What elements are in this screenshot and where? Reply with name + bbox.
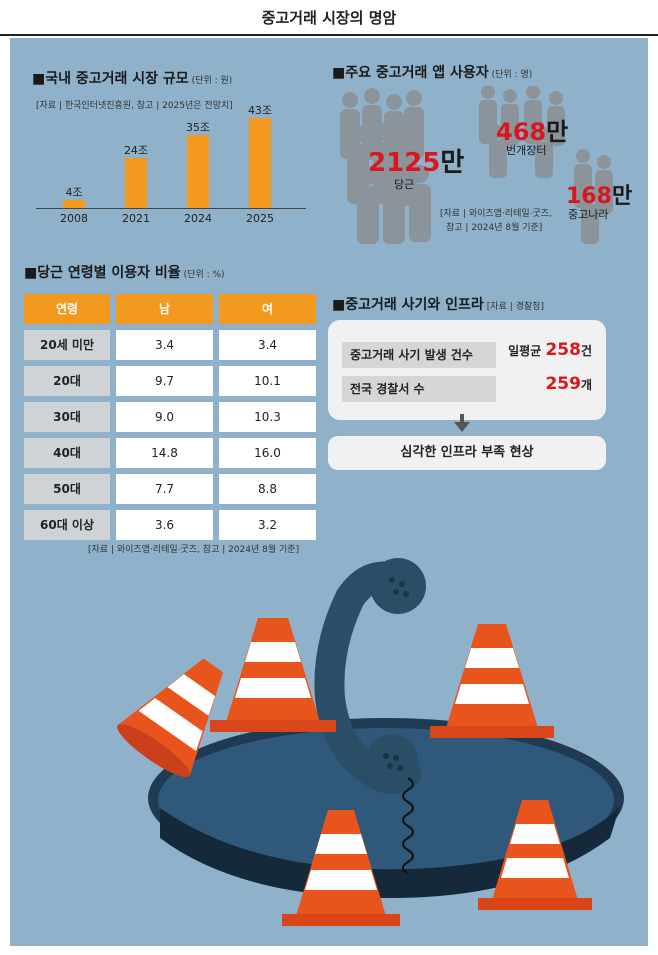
- market-size-value-label: 24조: [123, 143, 149, 157]
- female-cell: 3.4: [219, 330, 316, 360]
- police-count-number: 259: [545, 374, 581, 394]
- danggeun-label: 당근: [394, 178, 415, 191]
- traffic-cone-icon: [210, 618, 336, 732]
- result-box: 심각한 인프라 부족 현상: [328, 436, 606, 470]
- male-cell: 3.6: [116, 510, 213, 540]
- age-cell: 30대: [24, 402, 110, 432]
- female-cell: 8.8: [219, 474, 316, 504]
- danggeun-count-unit: 만: [440, 148, 465, 178]
- table-row: 20대 9.7 10.1: [24, 366, 316, 396]
- page-title: 중고거래 시장의 명암: [0, 0, 658, 36]
- market-size-year-label: 2025: [246, 212, 274, 225]
- age-ratio-title-text: ■당근 연령별 이용자 비율: [24, 265, 181, 281]
- market-size-value-label: 43조: [247, 104, 273, 118]
- infographic-panel: ■국내 중고거래 시장 규모 (단위 : 원) [자료 | 한국인터넷진흥원, 참…: [10, 38, 648, 946]
- market-size-value-label: 35조: [185, 120, 211, 134]
- male-cell: 9.7: [116, 366, 213, 396]
- fraud-title: ■중고거래 사기와 인프라 [자료 | 경찰청]: [332, 294, 544, 314]
- app-users-bungae: 468만: [496, 112, 568, 147]
- joonggonara-count-unit: 만: [611, 184, 633, 209]
- market-size-year-label: 2024: [184, 212, 212, 225]
- male-cell: 9.0: [116, 402, 213, 432]
- phone-and-cones-illustration: [117, 558, 624, 926]
- app-users-danggeun: 2125만: [368, 142, 464, 179]
- fraud-count-prefix: 일평균: [508, 344, 546, 358]
- traffic-cone-icon: [478, 800, 592, 910]
- female-cell: 10.1: [219, 366, 316, 396]
- fraud-count-unit: 건: [580, 344, 592, 358]
- arrow-stem: [460, 414, 464, 423]
- age-cell: 20세 미만: [24, 330, 110, 360]
- header-age: 연령: [24, 294, 110, 324]
- age-ratio-title: ■당근 연령별 이용자 비율 (단위 : %): [24, 262, 225, 282]
- table-row: 50대 7.7 8.8: [24, 474, 316, 504]
- user-crowd-illustration: [340, 86, 613, 244]
- fallen-traffic-cone-icon: [117, 658, 224, 778]
- table-row: 20세 미만 3.4 3.4: [24, 330, 316, 360]
- female-cell: 3.2: [219, 510, 316, 540]
- app-users-source-1: [자료 | 와이즈앱·리테일·굿즈,: [440, 209, 552, 219]
- fraud-stats-box: 중고거래 사기 발생 건수 일평균 258건 전국 경찰서 수 259개: [328, 320, 606, 420]
- fraud-count-number: 258: [545, 340, 581, 360]
- market-size-bar: [249, 118, 271, 208]
- arrow-down-icon: [454, 422, 470, 432]
- market-size-unit: (단위 : 원): [191, 76, 233, 86]
- joonggonara-label: 중고나라: [568, 208, 609, 221]
- danggeun-count: 2125: [368, 148, 441, 178]
- app-users-title: ■주요 중고거래 앱 사용자 (단위 : 명): [332, 62, 532, 82]
- age-ratio-unit: (단위 : %): [183, 270, 225, 280]
- bungae-label: 번개장터: [506, 144, 547, 157]
- table-row: 40대 14.8 16.0: [24, 438, 316, 468]
- app-users-title-text: ■주요 중고거래 앱 사용자: [332, 65, 489, 81]
- bungae-count: 468: [496, 118, 547, 146]
- app-users-unit: (단위 : 명): [491, 70, 533, 80]
- market-size-bar: [187, 134, 209, 208]
- market-size-year-label: 2008: [60, 212, 88, 225]
- male-cell: 7.7: [116, 474, 213, 504]
- market-size-source: [자료 | 한국인터넷진흥원, 참고 | 2025년은 전망치]: [36, 101, 233, 111]
- market-size-title-text: ■국내 중고거래 시장 규모: [32, 71, 189, 87]
- fraud-count-label: 중고거래 사기 발생 건수: [342, 342, 496, 368]
- market-size-bar: [125, 157, 147, 208]
- market-size-value-label: 4조: [65, 185, 83, 199]
- market-size-bar: [63, 199, 85, 208]
- male-cell: 14.8: [116, 438, 213, 468]
- header-male: 남: [116, 294, 213, 324]
- age-ratio-source: [자료 | 와이즈앱·리테일·굿즈, 참고 | 2024년 8월 기준]: [88, 545, 300, 555]
- market-size-year-label: 2021: [122, 212, 150, 225]
- table-row: 30대 9.0 10.3: [24, 402, 316, 432]
- age-cell: 40대: [24, 438, 110, 468]
- age-cell: 20대: [24, 366, 110, 396]
- traffic-cone-icon: [430, 624, 554, 738]
- joonggonara-count: 168: [566, 184, 612, 209]
- male-cell: 3.4: [116, 330, 213, 360]
- traffic-cone-icon: [282, 810, 400, 926]
- police-count-unit: 개: [580, 378, 592, 392]
- age-cell: 60대 이상: [24, 510, 110, 540]
- header-female: 여: [219, 294, 316, 324]
- police-count-value: 259개: [545, 374, 592, 394]
- chart-axis: [36, 208, 306, 209]
- female-cell: 10.3: [219, 402, 316, 432]
- bungae-count-unit: 만: [546, 118, 569, 146]
- fraud-count-value: 일평균 258건: [508, 340, 592, 360]
- age-cell: 50대: [24, 474, 110, 504]
- table-header-row: 연령 남 여: [24, 294, 316, 324]
- fraud-title-text: ■중고거래 사기와 인프라: [332, 297, 484, 313]
- female-cell: 16.0: [219, 438, 316, 468]
- police-count-label: 전국 경찰서 수: [342, 376, 496, 402]
- table-row: 60대 이상 3.6 3.2: [24, 510, 316, 540]
- fraud-unit: [자료 | 경찰청]: [486, 302, 544, 312]
- app-users-source-2: 참고 | 2024년 8월 기준]: [446, 223, 543, 233]
- app-users-joonggonara: 168만: [566, 178, 632, 210]
- age-ratio-table: 연령 남 여 20세 미만 3.4 3.4 20대 9.7 10.1 30대 9…: [24, 294, 316, 546]
- phone-handset-icon: [314, 558, 426, 875]
- market-size-title: ■국내 중고거래 시장 규모 (단위 : 원): [32, 68, 232, 88]
